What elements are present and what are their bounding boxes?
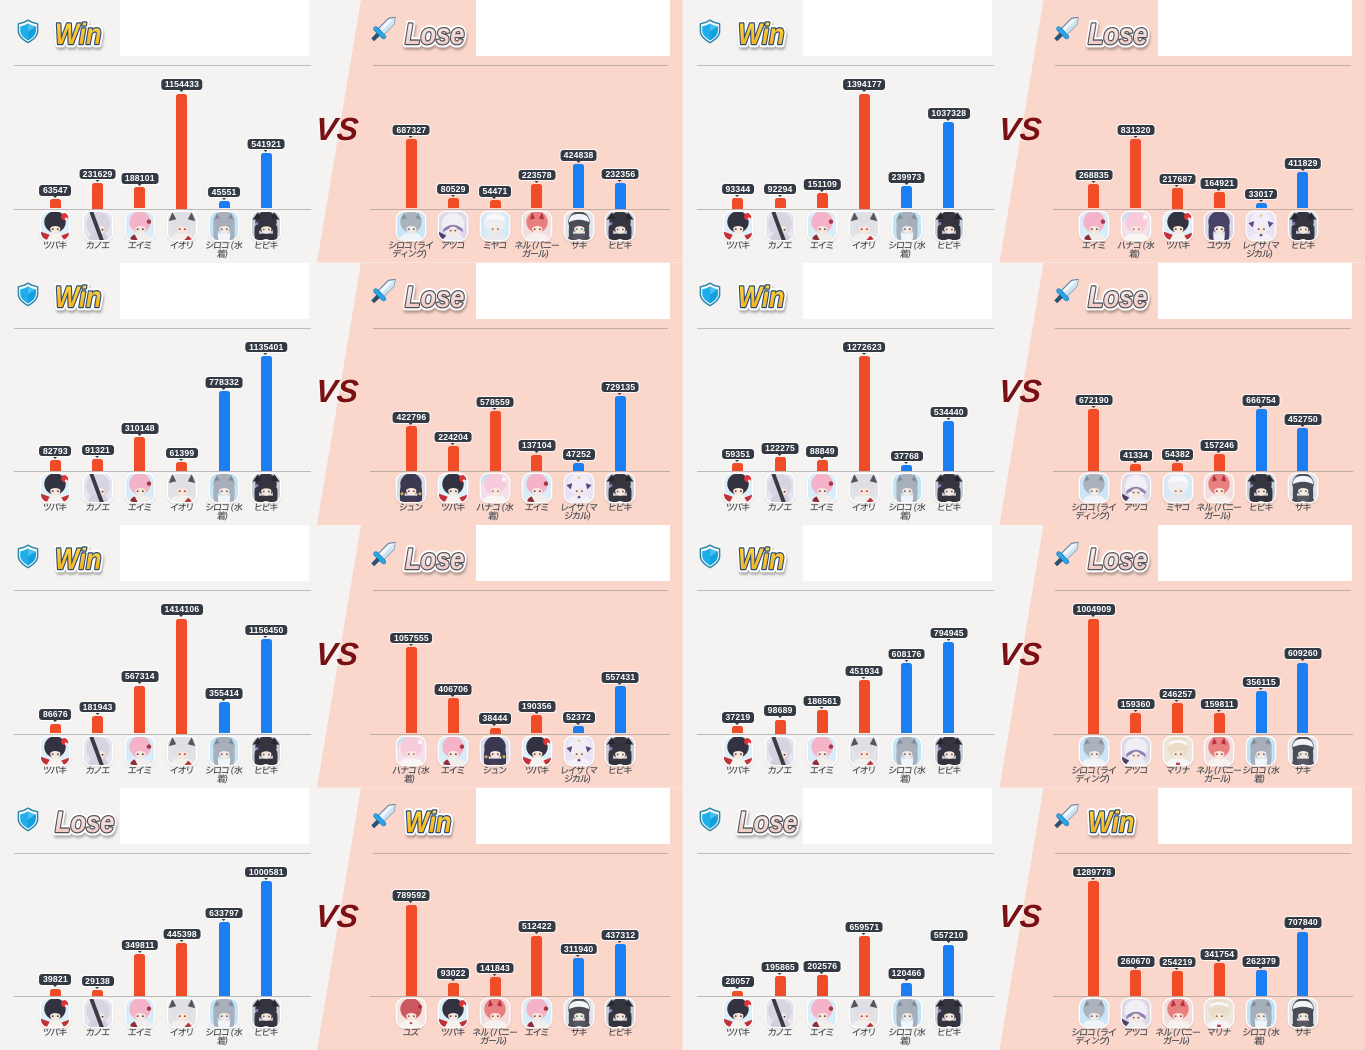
svg-text:Win: Win <box>1087 805 1133 838</box>
svg-text:Win: Win <box>737 542 783 575</box>
svg-text:Lose: Lose <box>405 542 464 575</box>
svg-text:Win: Win <box>55 17 101 50</box>
svg-text:Win: Win <box>405 805 451 838</box>
svg-text:Lose: Lose <box>405 17 464 50</box>
svg-text:Win: Win <box>1087 805 1133 838</box>
svg-text:Lose: Lose <box>1087 542 1146 575</box>
svg-text:Lose: Lose <box>1087 542 1146 575</box>
svg-text:Lose: Lose <box>405 280 464 313</box>
svg-text:Lose: Lose <box>1087 17 1146 50</box>
svg-text:Lose: Lose <box>55 805 114 838</box>
svg-text:Lose: Lose <box>1087 280 1146 313</box>
svg-text:Win: Win <box>405 805 451 838</box>
svg-text:Lose: Lose <box>405 542 464 575</box>
svg-text:Win: Win <box>55 17 101 50</box>
svg-text:Lose: Lose <box>737 805 796 838</box>
svg-text:Win: Win <box>737 280 783 313</box>
svg-text:Win: Win <box>737 17 783 50</box>
svg-text:Win: Win <box>737 542 783 575</box>
svg-text:Lose: Lose <box>55 805 114 838</box>
svg-text:Lose: Lose <box>405 17 464 50</box>
svg-text:Win: Win <box>737 280 783 313</box>
svg-text:Win: Win <box>737 17 783 50</box>
svg-text:Lose: Lose <box>1087 280 1146 313</box>
svg-text:Lose: Lose <box>405 280 464 313</box>
svg-text:Lose: Lose <box>1087 17 1146 50</box>
svg-text:Lose: Lose <box>737 805 796 838</box>
svg-text:Win: Win <box>55 280 101 313</box>
svg-text:Win: Win <box>55 542 101 575</box>
svg-text:Win: Win <box>55 542 101 575</box>
svg-text:Win: Win <box>55 280 101 313</box>
